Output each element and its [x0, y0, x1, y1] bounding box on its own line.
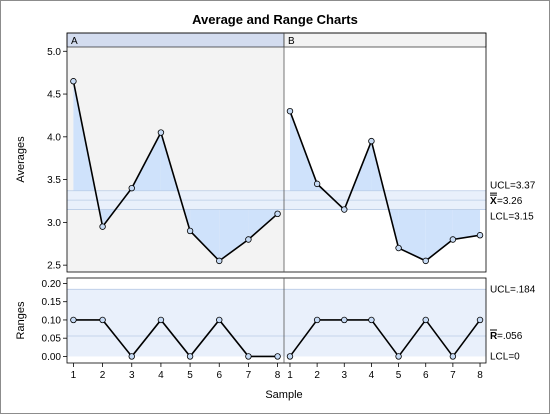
averages-point: [274, 210, 281, 218]
ranges-lcl-label: LCL=0: [490, 351, 520, 362]
averages-point: [313, 180, 321, 188]
ranges-y-tick-label: 0.20: [42, 279, 62, 290]
averages-y-tick-label: 4.5: [47, 90, 61, 101]
x-tick-label: 4: [158, 370, 164, 381]
averages-y-axis-label: Averages: [15, 136, 27, 183]
ranges-center-symbol: R: [490, 331, 498, 342]
averages-point: [216, 257, 223, 265]
chart-title: Average and Range Charts: [192, 12, 358, 27]
averages-center-label-group: X =3.26: [490, 192, 523, 207]
panel-b-header: [283, 32, 487, 48]
averages-point: [157, 129, 165, 136]
ranges-point: [128, 353, 135, 360]
ranges-point: [449, 353, 457, 360]
averages-point: [449, 236, 457, 243]
ranges-point: [476, 316, 484, 324]
ranges-y-tick-label: 0.10: [42, 315, 62, 326]
averages-point: [99, 223, 106, 230]
x-tick-label: 4: [369, 370, 375, 381]
ranges-point: [341, 316, 348, 324]
ranges-point: [313, 316, 321, 324]
ranges-point: [422, 316, 429, 324]
averages-series-line-a: [72, 81, 279, 262]
averages-y-tick-label: 4.0: [47, 132, 61, 143]
averages-point: [422, 257, 429, 265]
ranges-center-label: =.056: [497, 331, 523, 342]
averages-plot-border: [66, 32, 487, 273]
x-axis-label: Sample: [265, 389, 302, 401]
panel-a-header: [66, 32, 285, 48]
ranges-ucl-label: UCL=.184: [490, 284, 536, 295]
averages-point: [476, 232, 484, 239]
averages-point: [70, 78, 77, 85]
averages-y-tick-label: 3.5: [47, 175, 61, 186]
ranges-point: [216, 316, 223, 324]
x-tick-label: 1: [287, 370, 293, 381]
x-tick-label: 6: [423, 370, 429, 381]
averages-point: [128, 184, 135, 192]
averages-y-tick-label: 3.0: [47, 218, 61, 229]
ranges-point: [70, 316, 77, 324]
averages-panel-a-background: [67, 47, 284, 272]
averages-lcl-label: LCL=3.15: [490, 212, 534, 223]
x-tick-label: 2: [314, 370, 320, 381]
x-tick-label: 6: [216, 370, 222, 381]
averages-point: [245, 236, 252, 243]
averages-series-line-b: [289, 110, 481, 262]
x-tick-label: 1: [71, 370, 77, 381]
ranges-series-line-a: [73, 318, 278, 358]
averages-point: [286, 107, 294, 115]
ranges-plot-border: [66, 277, 487, 364]
ranges-point: [274, 353, 281, 360]
averages-out-of-limit-fill: [425, 209, 453, 261]
ranges-point: [186, 353, 194, 360]
ranges-y-tick-label: 0.00: [42, 352, 62, 363]
panel-header-label-a: A: [71, 36, 78, 47]
ranges-point: [99, 316, 106, 324]
averages-center-symbol: X: [490, 196, 497, 207]
x-tick-label: 7: [246, 370, 252, 381]
x-tick-label: 8: [477, 370, 483, 381]
ranges-y-tick-label: 0.15: [42, 297, 62, 308]
ranges-point: [157, 316, 165, 324]
averages-out-of-limit-fill: [452, 209, 481, 240]
averages-point: [341, 206, 348, 213]
panel-header-label-b: B: [288, 36, 295, 47]
ranges-center-label-group: R =.056: [490, 329, 523, 342]
averages-out-of-limit-fill: [219, 209, 249, 261]
ranges-point: [286, 353, 294, 360]
x-tick-label: 3: [341, 370, 347, 381]
averages-out-of-limit-fill: [398, 209, 426, 261]
ranges-series-line-b: [289, 318, 481, 358]
x-tick-label: 5: [187, 370, 193, 381]
averages-y-tick-label: 5.0: [47, 47, 61, 58]
x-tick-label: 3: [129, 370, 135, 381]
ranges-point: [395, 353, 402, 360]
averages-center-label: =3.26: [497, 196, 523, 207]
ranges-point: [245, 353, 252, 360]
ranges-y-axis-label: Ranges: [15, 301, 27, 339]
x-tick-label: 2: [100, 370, 106, 381]
x-tick-label: 5: [396, 370, 402, 381]
averages-out-of-limit-fill: [190, 209, 220, 261]
ranges-y-tick-label: 0.05: [42, 334, 62, 345]
x-tick-label: 7: [450, 370, 456, 381]
ranges-point: [368, 316, 375, 324]
x-tick-label: 8: [275, 370, 281, 381]
averages-point: [368, 137, 375, 145]
averages-point: [186, 227, 194, 235]
averages-point: [395, 244, 402, 252]
averages-out-of-limit-fill: [248, 209, 278, 240]
averages-ucl-label: UCL=3.37: [490, 181, 536, 192]
averages-y-tick-label: 2.5: [47, 261, 61, 272]
ranges-limit-band: [67, 289, 486, 357]
